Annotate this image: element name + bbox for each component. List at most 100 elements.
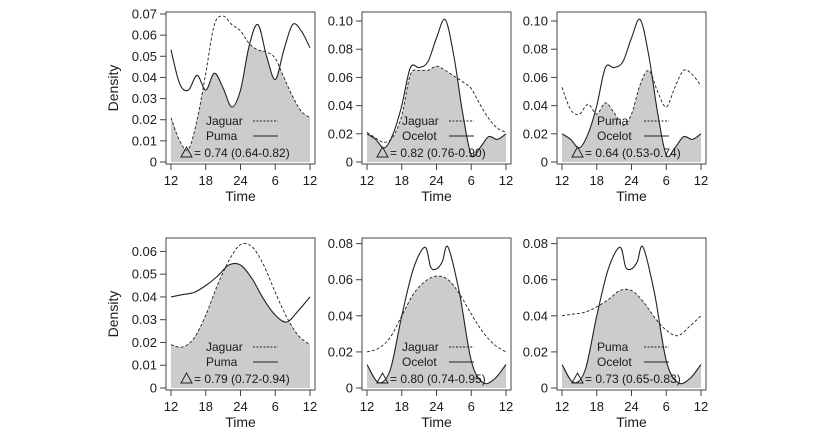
overlap-value: = 0.80 <box>390 372 427 386</box>
legend-entry-jaguar: Jaguar <box>206 114 278 128</box>
x-tick-label: 12 <box>303 173 317 188</box>
y-axis-label: Density <box>105 65 121 112</box>
y-tick-label: 0 <box>346 155 353 170</box>
series-line-puma <box>561 69 702 126</box>
x-tick-label: 12 <box>303 399 317 414</box>
overlap-annotation: = 0.82 (0.76-0.90) <box>376 145 486 160</box>
x-tick-label: 6 <box>663 399 670 414</box>
x-axis: 12 18 24 6 12 Time <box>360 390 513 430</box>
x-axis-label: Time <box>225 414 256 430</box>
x-axis-label: Time <box>616 414 647 430</box>
legend-label: Puma <box>206 355 238 369</box>
legend-label: Jaguar <box>206 340 243 354</box>
overlap-area <box>562 70 701 162</box>
legend-entry-puma: Puma <box>206 355 278 369</box>
legend-entry-ocelot: Ocelot <box>402 355 474 369</box>
panel-1-2: 0 0.02 0.04 0.06 0.08 0.10 12 18 24 6 12 Time Jaguar… <box>328 11 513 204</box>
delta-icon <box>180 371 193 384</box>
x-tick-label: 18 <box>199 399 213 414</box>
legend-entry-ocelot: Ocelot <box>402 129 474 143</box>
y-tick-label: 0.08 <box>328 236 353 251</box>
overlap-ci: (0.65-0.83) <box>622 372 681 386</box>
x-axis-label: Time <box>225 188 256 204</box>
x-tick-label: 6 <box>468 173 475 188</box>
x-tick-label: 24 <box>429 399 443 414</box>
series-line-puma <box>561 288 702 337</box>
x-tick-label: 6 <box>663 173 670 188</box>
panel-1-1: 0 0.01 0.02 0.03 0.04 0.05 0.06 0.07 Density 12 18… <box>105 7 317 205</box>
y-axis: 0 0.02 0.04 0.06 0.08 0.10 <box>328 14 362 170</box>
x-axis-label: Time <box>421 414 452 430</box>
legend-label: Ocelot <box>597 355 632 369</box>
x-tick-label: 12 <box>164 173 178 188</box>
overlap-text: = 0.64 (0.53-0.74) <box>585 146 681 160</box>
x-tick-label: 12 <box>555 173 569 188</box>
overlap-value: = 0.64 <box>585 146 622 160</box>
x-tick-label: 18 <box>590 399 604 414</box>
y-axis: 0 0.01 0.02 0.03 0.04 0.05 0.06 Density <box>105 244 166 396</box>
legend-label: Jaguar <box>206 114 243 128</box>
y-tick-label: 0.07 <box>132 7 157 22</box>
y-axis: 0 0.02 0.04 0.06 0.08 <box>523 236 557 396</box>
y-axis: 0 0.02 0.04 0.06 0.08 <box>328 236 362 396</box>
legend-entry-jaguar: Jaguar <box>206 340 278 354</box>
delta-icon <box>571 145 584 158</box>
overlap-value: = 0.74 <box>194 146 231 160</box>
overlap-area <box>367 66 506 162</box>
legend-entry-ocelot: Ocelot <box>597 355 669 369</box>
overlap-ci: (0.76-0.90) <box>427 146 486 160</box>
legend-label: Puma <box>597 114 629 128</box>
overlap-annotation: = 0.80 (0.74-0.95) <box>376 371 486 386</box>
x-axis-label: Time <box>616 188 647 204</box>
y-tick-label: 0 <box>541 155 548 170</box>
x-axis: 12 18 24 6 12 Time <box>164 164 317 204</box>
x-tick-label: 24 <box>233 399 247 414</box>
y-tick-label: 0.04 <box>328 98 353 113</box>
legend-label: Ocelot <box>402 355 437 369</box>
legend-entry-puma: Puma <box>597 340 669 354</box>
x-tick-label: 24 <box>624 399 638 414</box>
series-line-ocelot <box>366 18 507 158</box>
y-tick-label: 0 <box>150 381 157 396</box>
series-line-puma <box>170 262 311 323</box>
legend-entry-ocelot: Ocelot <box>597 129 669 143</box>
y-tick-label: 0.03 <box>132 312 157 327</box>
y-axis: 0 0.01 0.02 0.03 0.04 0.05 0.06 0.07 Density <box>105 7 166 170</box>
y-tick-label: 0.02 <box>328 126 353 141</box>
legend-label: Jaguar <box>402 114 439 128</box>
series-line-ocelot <box>561 18 702 158</box>
y-tick-label: 0 <box>150 155 157 170</box>
overlap-ci: (0.64-0.82) <box>231 146 290 160</box>
x-tick-label: 18 <box>395 399 409 414</box>
overlap-annotation: = 0.79 (0.72-0.94) <box>180 371 290 386</box>
x-tick-label: 24 <box>429 173 443 188</box>
overlap-area <box>171 263 310 388</box>
overlap-annotation: = 0.73 (0.65-0.83) <box>571 371 681 386</box>
delta-icon <box>376 371 389 384</box>
panel-2-2: 0 0.02 0.04 0.06 0.08 12 18 24 6 12 Time JaguarOcel… <box>328 236 514 430</box>
overlap-area <box>367 276 506 388</box>
x-tick-label: 12 <box>555 399 569 414</box>
legend-entry-jaguar: Jaguar <box>402 114 474 128</box>
x-tick-label: 24 <box>233 173 247 188</box>
x-tick-label: 18 <box>395 173 409 188</box>
y-tick-label: 0 <box>541 381 548 396</box>
overlap-text: = 0.82 (0.76-0.90) <box>390 146 486 160</box>
y-tick-label: 0.03 <box>132 91 157 106</box>
overlap-area <box>562 289 701 388</box>
delta-icon <box>571 371 584 384</box>
y-tick-label: 0.10 <box>328 14 353 29</box>
panel-1-3: 0 0.02 0.04 0.06 0.08 0.10 12 18 24 6 12 Time PumaOc… <box>523 11 708 204</box>
delta-icon <box>376 145 389 158</box>
y-tick-label: 0.02 <box>523 344 548 359</box>
y-tick-label: 0.06 <box>328 272 353 287</box>
legend-label: Ocelot <box>402 129 437 143</box>
x-axis: 12 18 24 6 12 Time <box>360 164 513 204</box>
legend-label: Puma <box>206 129 238 143</box>
x-tick-label: 6 <box>272 173 279 188</box>
y-tick-label: 0.02 <box>523 126 548 141</box>
